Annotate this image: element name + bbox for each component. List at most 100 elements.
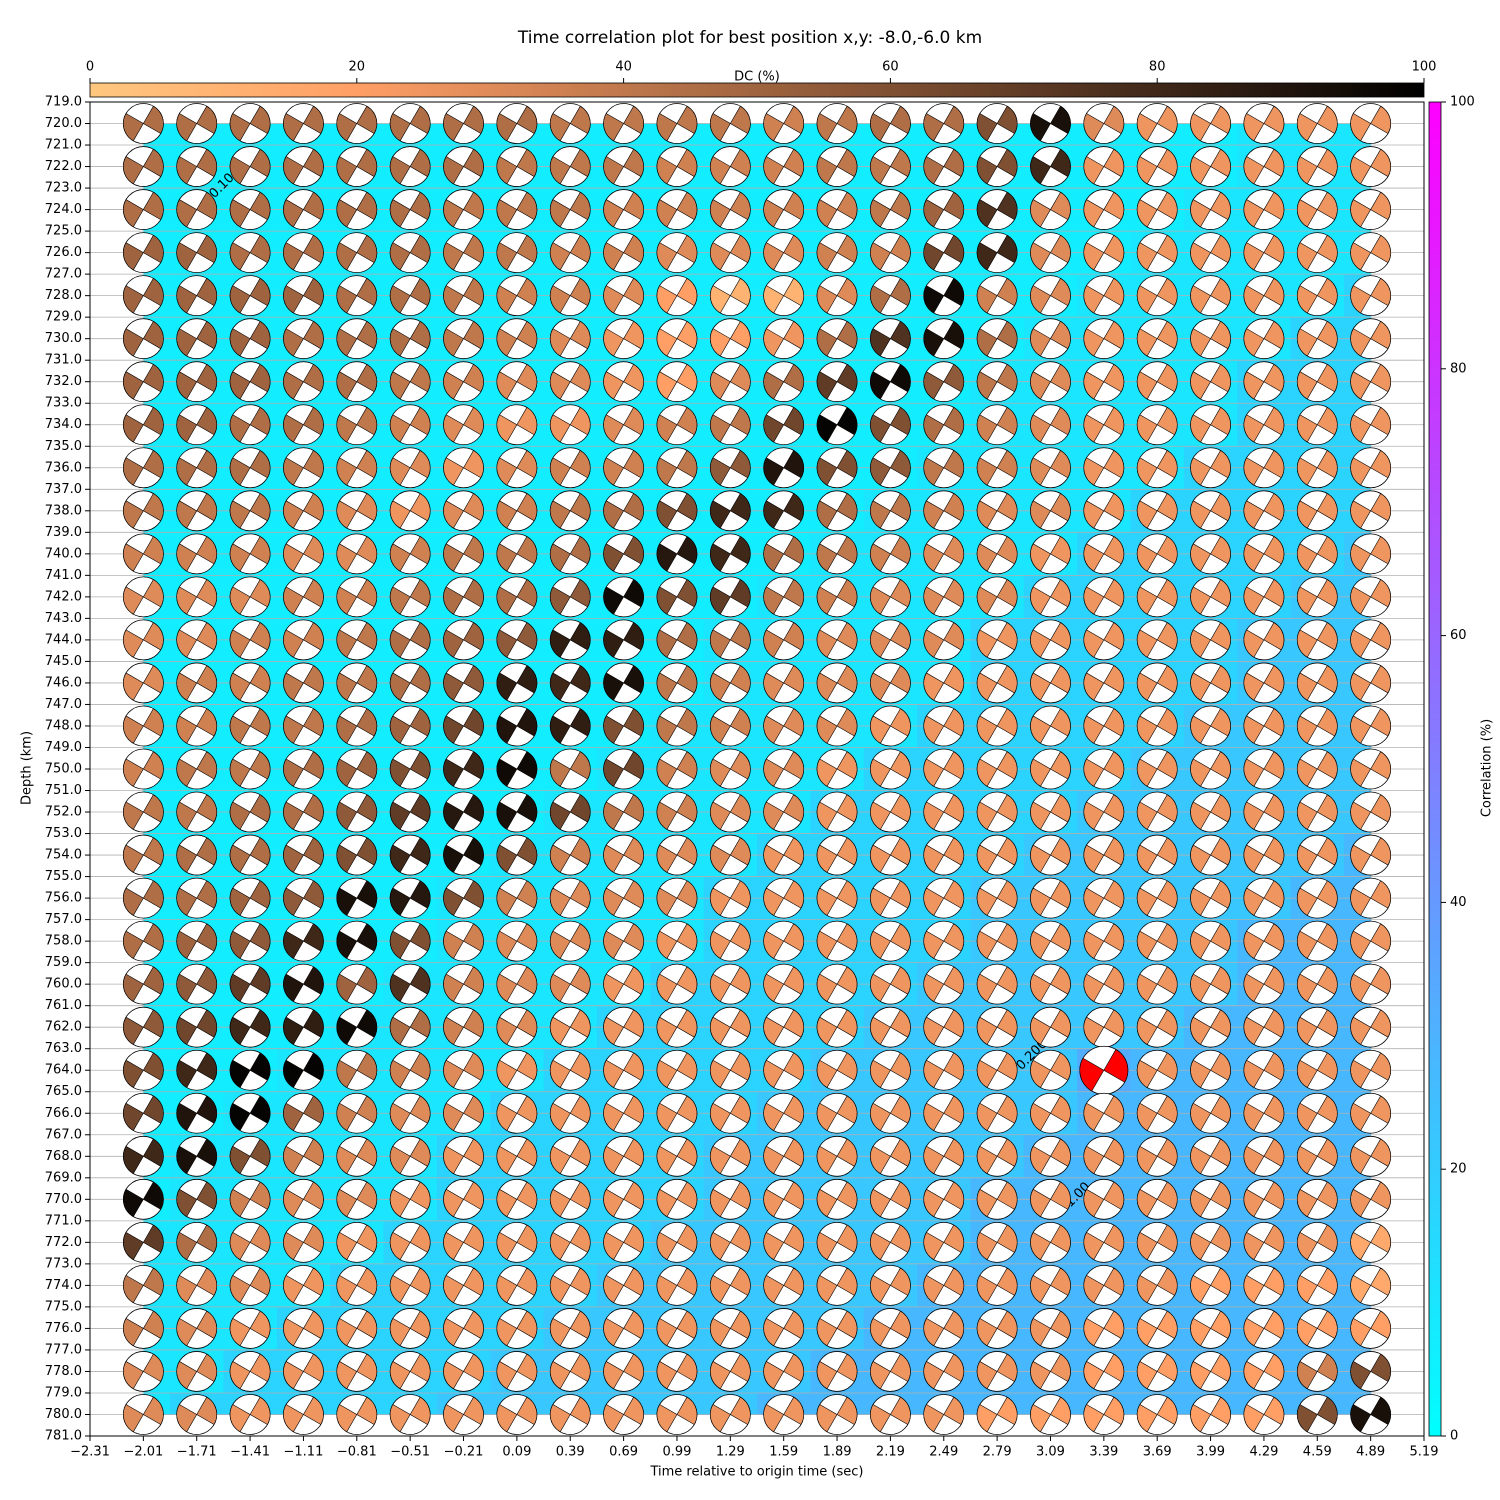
beachball-compression — [443, 277, 484, 314]
beachball-compression — [283, 622, 324, 658]
beachball-compression — [1243, 105, 1285, 142]
beachball — [229, 1006, 271, 1048]
beachball — [1296, 189, 1338, 230]
beachball-compression — [1083, 622, 1125, 658]
beachball — [283, 1092, 324, 1134]
y-tick-label: 728.0 — [45, 288, 82, 303]
beachball — [1030, 1092, 1071, 1134]
beachball — [176, 318, 218, 360]
beachball — [923, 877, 965, 919]
beachball — [1136, 490, 1178, 532]
beachball — [122, 662, 164, 704]
beachball — [1190, 361, 1231, 403]
beachball-compression — [1136, 794, 1178, 830]
beachball — [603, 1308, 644, 1349]
beachball — [549, 1308, 591, 1349]
beachball-compression — [710, 579, 751, 615]
beachball-compression — [923, 751, 965, 787]
beachball-compression — [870, 579, 911, 615]
beachball — [389, 619, 431, 661]
beachball — [1350, 920, 1392, 962]
beachball-compression — [1083, 1353, 1125, 1390]
beachball-compression — [549, 837, 591, 873]
beachball — [603, 1178, 644, 1220]
beachball — [122, 404, 164, 446]
beachball-compression — [656, 1267, 698, 1304]
beachball — [1083, 705, 1125, 747]
beachball — [1243, 705, 1285, 747]
beachball — [443, 1092, 484, 1134]
beachball-compression — [1190, 1353, 1231, 1390]
beachball — [923, 619, 965, 661]
beachball-compression — [1243, 794, 1285, 830]
x-tick-label: 0.99 — [662, 1445, 691, 1460]
beachball — [336, 1264, 378, 1306]
beachball — [763, 619, 805, 661]
y-tick-label: 768.0 — [45, 1149, 82, 1164]
beachball — [1243, 1394, 1285, 1435]
beachball-compression — [229, 1009, 271, 1045]
beachball — [443, 1135, 484, 1177]
beachball — [1136, 146, 1178, 187]
beachball-compression — [603, 1138, 644, 1175]
beachball — [976, 1049, 1018, 1091]
beachball — [923, 748, 965, 790]
beachball — [496, 920, 538, 962]
beachball-compression — [816, 751, 858, 787]
beachball-compression — [1243, 622, 1285, 658]
beachball — [1296, 791, 1338, 833]
beachball — [443, 576, 484, 618]
beachball — [656, 963, 698, 1005]
best-beachball — [1079, 1045, 1129, 1095]
beachball — [923, 1178, 965, 1220]
beachball — [709, 146, 751, 187]
beachball — [1030, 1264, 1071, 1306]
beachball-compression — [123, 837, 164, 873]
beachball — [603, 963, 644, 1005]
beachball — [1243, 146, 1285, 187]
beachball — [389, 791, 431, 833]
beachball — [122, 318, 164, 360]
y-tick-label: 733.0 — [45, 396, 82, 411]
beachball-compression — [229, 105, 271, 142]
beachball-compression — [923, 1310, 965, 1347]
beachball-compression — [976, 665, 1018, 701]
beachball — [549, 748, 591, 790]
beachball — [1190, 963, 1231, 1005]
y-tick-label: 772.0 — [45, 1235, 82, 1250]
beachball-compression — [389, 493, 431, 529]
beachball — [603, 619, 644, 661]
beachball — [496, 877, 538, 919]
beachball — [1190, 920, 1231, 962]
beachball — [923, 189, 965, 230]
beachball-compression — [1030, 148, 1071, 185]
beachball — [603, 103, 644, 144]
beachball — [923, 920, 965, 962]
beachball — [763, 1394, 805, 1435]
beachball — [283, 920, 324, 962]
beachball — [1190, 103, 1231, 144]
beachball-compression — [176, 880, 218, 916]
beachball-compression — [656, 1138, 698, 1175]
beachball — [549, 533, 591, 575]
beachball-compression — [763, 148, 804, 185]
beachball-compression — [1030, 105, 1071, 142]
beachball-compression — [1030, 579, 1071, 615]
beachball-compression — [443, 1224, 484, 1261]
beachball — [709, 447, 751, 489]
dc-colorbar-label: DC (%) — [734, 70, 780, 85]
beachball-compression — [176, 966, 218, 1002]
dc-colorbar-tick-label: 20 — [349, 60, 366, 75]
x-tick-label: 2.49 — [929, 1445, 958, 1460]
beachball — [709, 1308, 751, 1349]
beachball-compression — [710, 363, 751, 400]
beachball-compression — [656, 880, 698, 916]
beachball — [656, 361, 698, 403]
beachball-compression — [710, 794, 751, 830]
beachball — [1136, 619, 1178, 661]
beachball-compression — [710, 837, 751, 873]
beachball-compression — [443, 105, 484, 142]
beachball — [816, 1092, 858, 1134]
beachball — [923, 1394, 965, 1435]
beachball — [549, 1221, 591, 1263]
